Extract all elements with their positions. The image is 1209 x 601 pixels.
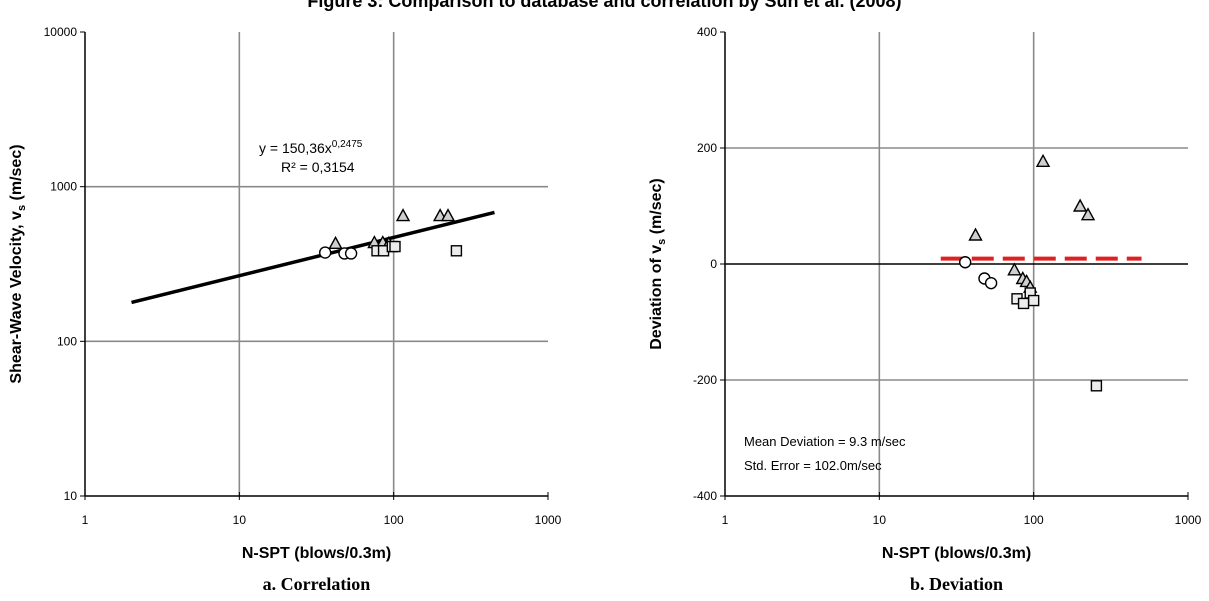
dev-square-marker: [1027, 294, 1040, 307]
corr-triangle-marker: [395, 208, 411, 222]
dev-x-tick-label: 1: [722, 513, 729, 527]
corr-caption: a. Correlation: [263, 574, 371, 594]
corr-x-tick-label: 1: [82, 513, 89, 527]
dev-circle-marker: [958, 256, 972, 269]
figure-title-strip: Figure 3: Comparison to database and cor…: [0, 0, 1209, 14]
corr-y-tick-label: 1000: [50, 180, 77, 194]
dev-triangle-marker: [968, 227, 983, 241]
corr-circle-marker: [344, 247, 358, 260]
dev-y-tick-label: -400: [693, 489, 717, 503]
corr-equation-label: y = 150,36x0,2475: [259, 139, 363, 156]
corr-y-tick-label: 10: [64, 489, 78, 503]
dev-x-tick-label: 10: [873, 513, 887, 527]
dev-caption: b. Deviation: [910, 574, 1003, 594]
corr-triangle-marker: [328, 235, 343, 250]
dev-y-axis-title: Deviation of vs (m/sec): [648, 178, 668, 350]
corr-y-axis-title: Shear-Wave Velocity, vs (m/sec): [8, 144, 28, 383]
dev-y-tick-label: 200: [697, 141, 717, 155]
dev-y-tick-label: 400: [697, 25, 717, 39]
corr-x-tick-label: 10: [233, 513, 247, 527]
dev-triangle-marker: [1080, 207, 1096, 221]
corr-y-tick-label: 10000: [44, 25, 78, 39]
corr-x-axis-title: N-SPT (blows/0.3m): [242, 545, 391, 562]
corr-power-trendline: [131, 210, 495, 305]
corr-square-marker: [450, 245, 463, 257]
dev-square-marker: [1017, 297, 1030, 310]
dev-mean-deviation-label: Mean Deviation = 9.3 m/sec: [744, 434, 906, 449]
dev-triangle-marker: [1007, 262, 1022, 276]
corr-y-tick-label: 100: [57, 334, 77, 348]
figure-title: Figure 3: Comparison to database and cor…: [307, 0, 902, 11]
dev-triangle-marker: [1035, 153, 1051, 168]
dev-circle-marker: [984, 276, 998, 290]
corr-r-squared-label: R² = 0,3154: [281, 159, 355, 175]
dev-x-axis-title: N-SPT (blows/0.3m): [882, 545, 1031, 562]
dev-square-marker: [1090, 380, 1103, 392]
corr-x-tick-label: 100: [384, 513, 404, 527]
dev-y-tick-label: -200: [693, 373, 717, 387]
dev-triangle-marker: [1072, 198, 1088, 212]
corr-circle-marker: [318, 246, 332, 259]
dev-y-tick-label: 0: [710, 257, 717, 271]
corr-square-marker: [389, 240, 401, 253]
dev-x-tick-label: 100: [1024, 513, 1044, 527]
corr-x-tick-label: 1000: [535, 513, 562, 527]
corr-triangle-marker: [440, 208, 456, 222]
dev-x-tick-label: 1000: [1175, 513, 1202, 527]
dev-std-error-label: Std. Error = 102.0m/sec: [744, 458, 882, 473]
